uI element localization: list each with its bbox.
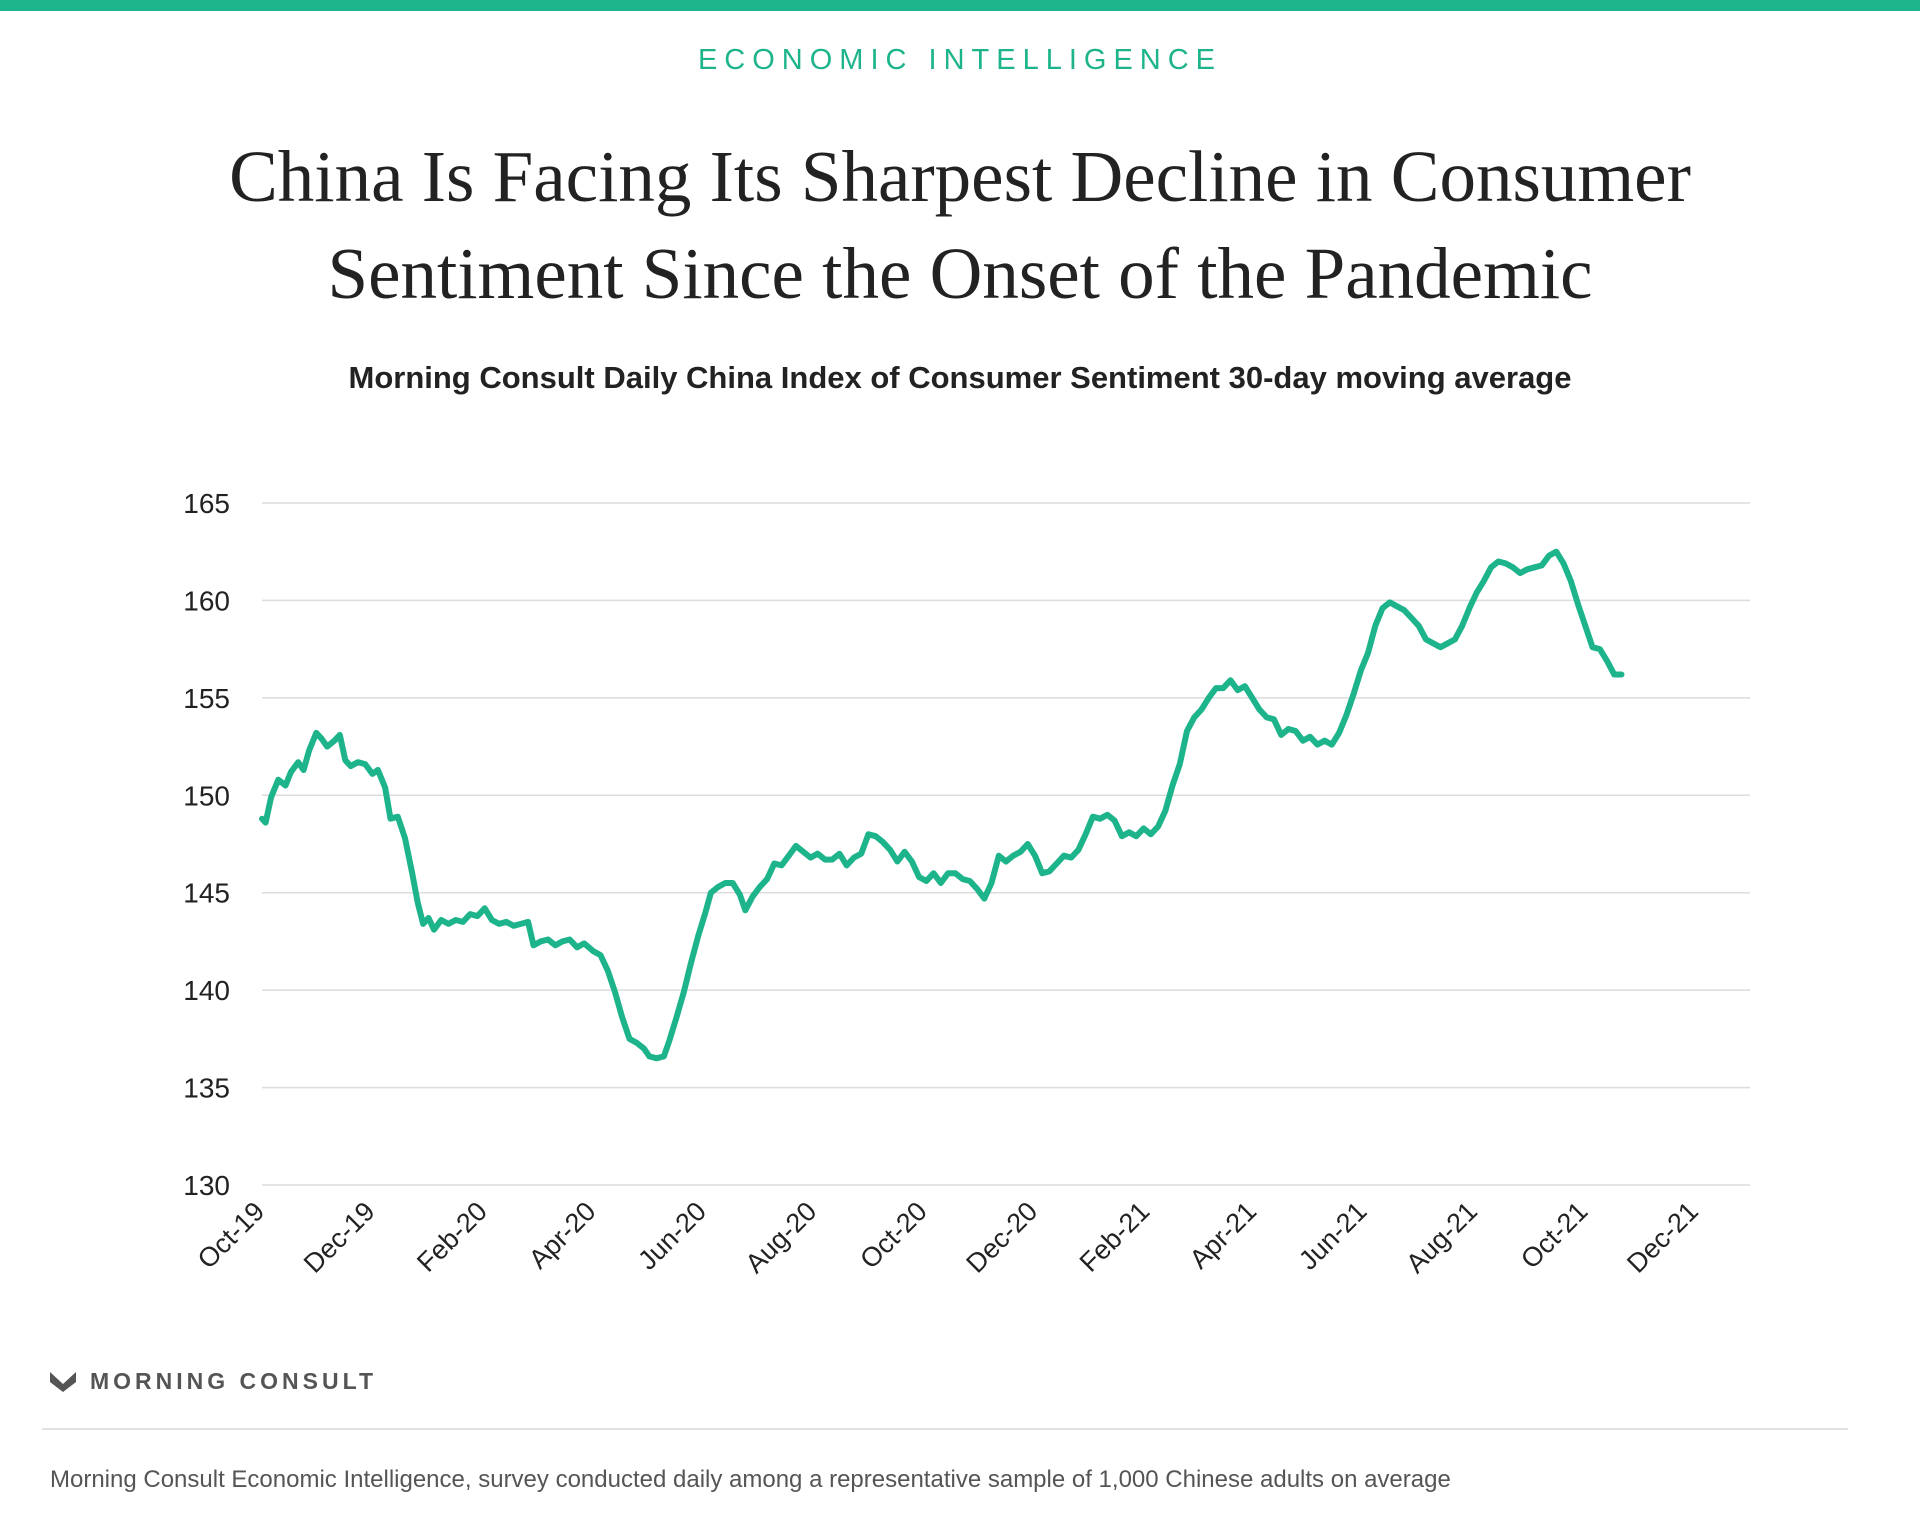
x-tick-label: Dec-20 [960, 1196, 1043, 1279]
top-accent-bar [0, 0, 1920, 11]
y-tick-label: 165 [183, 488, 230, 519]
x-tick-label: Oct-19 [192, 1196, 271, 1275]
source-note: Morning Consult Economic Intelligence, s… [50, 1466, 1451, 1493]
x-tick-label: Dec-21 [1621, 1196, 1704, 1279]
y-tick-label: 130 [183, 1170, 230, 1201]
y-tick-label: 155 [183, 683, 230, 714]
morning-consult-logo-icon [50, 1372, 76, 1392]
x-tick-label: Jun-20 [632, 1196, 712, 1276]
page-title: China Is Facing Its Sharpest Decline in … [160, 128, 1760, 322]
y-tick-label: 135 [183, 1073, 230, 1104]
brand-logo: MORNING CONSULT [48, 1366, 377, 1396]
footer-divider [42, 1428, 1848, 1430]
x-tick-label: Apr-20 [523, 1196, 602, 1275]
x-tick-label: Feb-20 [411, 1196, 493, 1278]
x-tick-label: Feb-21 [1074, 1196, 1156, 1278]
x-tick-label: Jun-21 [1293, 1196, 1373, 1276]
x-tick-label: Oct-20 [854, 1196, 933, 1275]
x-tick-label: Oct-21 [1515, 1196, 1594, 1275]
x-tick-label: Apr-21 [1184, 1196, 1263, 1275]
title-line-2: Sentiment Since the Onset of the Pandemi… [327, 233, 1593, 314]
title-line-1: China Is Facing Its Sharpest Decline in … [229, 136, 1691, 217]
y-tick-label: 140 [183, 975, 230, 1006]
y-tick-label: 160 [183, 585, 230, 616]
chart-title: Morning Consult Daily China Index of Con… [348, 360, 1572, 395]
line-chart: 130 135 140 145 150 155 160 165 Oct-19 Dec-19 Feb-… [183, 488, 1750, 1279]
y-tick-label: 145 [183, 878, 230, 909]
section-kicker: ECONOMIC INTELLIGENCE [697, 44, 1223, 76]
brand-name: MORNING CONSULT [90, 1367, 378, 1394]
x-tick-label: Dec-19 [298, 1196, 381, 1279]
x-tick-label: Aug-20 [740, 1196, 823, 1279]
x-tick-label: Aug-21 [1400, 1196, 1483, 1279]
series-line [259, 548, 1625, 1062]
y-tick-label: 150 [183, 780, 230, 811]
